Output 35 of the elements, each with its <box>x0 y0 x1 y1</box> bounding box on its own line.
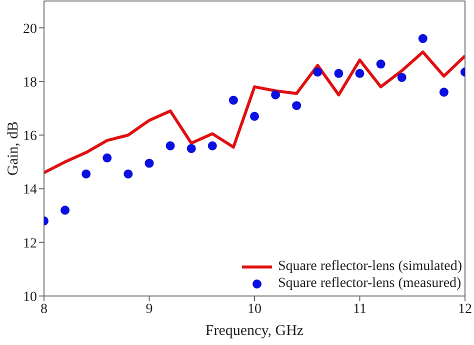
x-tick-label: 11 <box>353 302 366 317</box>
x-tick-label: 10 <box>248 302 262 317</box>
point <box>102 153 112 162</box>
point <box>397 72 406 82</box>
y-axis-title: Gain, dB <box>5 121 22 176</box>
x-axis-title: Frequency, GHz <box>205 323 304 339</box>
point <box>292 101 302 110</box>
point <box>166 141 175 150</box>
point <box>376 60 386 69</box>
point <box>144 158 154 168</box>
x-tick-label: 12 <box>458 302 472 317</box>
point <box>313 68 322 77</box>
point <box>271 90 280 100</box>
y-tick-label: 20 <box>23 22 37 37</box>
point <box>418 34 428 44</box>
legend-label: Square reflector-lens (simulated) <box>278 258 462 275</box>
point <box>439 88 448 97</box>
x-tick-label: 9 <box>146 302 153 317</box>
y-tick-label: 14 <box>23 182 37 198</box>
point <box>124 169 133 178</box>
point <box>228 96 238 105</box>
line-series <box>44 50 465 174</box>
y-tick-label: 10 <box>23 290 37 305</box>
y-tick-label: 18 <box>23 75 37 90</box>
y-tick-label: 12 <box>23 236 37 252</box>
point <box>186 144 196 154</box>
point <box>334 68 344 78</box>
point <box>208 141 217 150</box>
point <box>250 112 260 121</box>
y-tick-label: 16 <box>23 129 37 144</box>
point <box>60 206 70 215</box>
x-tick-label: 8 <box>40 302 48 317</box>
point <box>82 169 91 178</box>
legend-label: Square reflector-lens (measured) <box>278 275 462 292</box>
point <box>355 68 364 78</box>
